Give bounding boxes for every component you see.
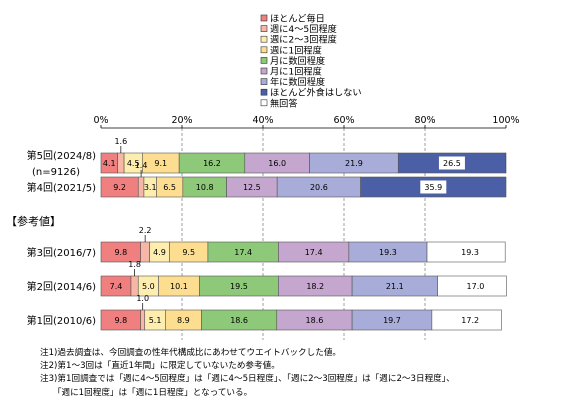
data-label-bg	[457, 313, 484, 327]
note-3: 注3)第1回調査では「週に4～5回程度」は「週に4～5日程度」、「週に2～3回程…	[40, 374, 455, 385]
legend-swatch	[260, 99, 268, 107]
data-label-bg	[462, 279, 489, 293]
data-label: 9.8	[114, 316, 127, 325]
data-label: 2.2	[139, 226, 152, 235]
bar-segment	[140, 309, 146, 331]
bar-segment	[130, 275, 139, 297]
data-label: 21.9	[345, 159, 363, 168]
data-label: 4.5	[127, 159, 140, 168]
data-label: 10.8	[196, 183, 214, 192]
legend-label: ほとんど毎日	[270, 13, 325, 25]
chart-rows: 第5回(2024/8) (n=9126) 4.1 1.6 4.5 9.1 16.2 16.0 2…	[27, 137, 507, 331]
notes: 注1)過去調査は、今回調査の性年代構成比にあわせてウエイトバックした値。 注2)…	[40, 347, 565, 400]
data-label: 17.0	[467, 282, 485, 291]
note-1: 注1)過去調査は、今回調査の性年代構成比にあわせてウエイトバックした値。	[40, 348, 342, 358]
data-label: 35.9	[424, 183, 442, 192]
legend-swatch	[260, 46, 268, 54]
row-sublabel: (n=9126)	[32, 167, 80, 178]
data-label: 19.3	[379, 248, 397, 257]
legend-label: 年に数回程度	[270, 76, 325, 88]
data-label: 21.1	[386, 282, 404, 291]
legend: ほとんど毎日週に4～5回程度週に2～3回程度週に1回程度月に数回程度月に1回程度…	[260, 13, 362, 109]
data-label: 18.6	[306, 316, 324, 325]
data-label: 7.4	[110, 282, 123, 291]
data-label: 16.0	[268, 159, 286, 168]
row-label: 第3回(2016/7)	[27, 246, 96, 259]
x-tick-label: 80%	[414, 115, 435, 126]
row-label: 第4回(2021/5)	[27, 181, 96, 194]
x-tick-label: 20%	[171, 115, 192, 126]
row-label: 第5回(2024/8)	[27, 149, 96, 162]
data-label: 5.0	[142, 282, 155, 291]
reference-group-label: 【参考値】	[6, 214, 61, 228]
data-label: 10.1	[170, 282, 188, 291]
legend-swatch	[260, 14, 268, 22]
data-label: 17.4	[234, 248, 252, 257]
note-3-cont: 「週に1回程度」は「週に1日程度」となっている。	[40, 387, 253, 398]
x-tick-label: 60%	[333, 115, 354, 126]
legend-label: 月に1回程度	[270, 66, 322, 78]
data-label: 20.6	[310, 183, 328, 192]
data-label: 6.5	[163, 183, 176, 192]
legend-swatch	[260, 57, 268, 64]
bar-segment	[140, 241, 150, 263]
legend-label: 無回答	[270, 97, 298, 109]
data-label: 18.2	[306, 282, 324, 291]
data-label: 9.1	[154, 159, 167, 168]
data-label: 19.5	[230, 282, 248, 291]
data-label: 4.9	[153, 248, 166, 257]
data-label: 17.4	[305, 248, 323, 257]
data-label-bg	[438, 156, 465, 170]
data-label: 17.2	[461, 316, 479, 325]
legend-swatch	[260, 25, 268, 32]
row-label: 第2回(2014/6)	[27, 280, 96, 293]
x-tick-label: 40%	[252, 115, 273, 126]
bar-segment	[117, 152, 125, 174]
data-label: 1.4	[135, 161, 148, 170]
data-label: 18.6	[230, 316, 248, 325]
data-label: 12.5	[243, 183, 261, 192]
data-label: 9.8	[114, 248, 127, 257]
legend-swatch	[260, 67, 268, 75]
legend-swatch	[260, 35, 268, 43]
data-label: 8.9	[177, 316, 190, 325]
data-label-bg	[457, 245, 484, 259]
legend-swatch	[260, 88, 268, 96]
data-label: 1.6	[114, 137, 127, 146]
x-tick-label: 0%	[93, 115, 108, 126]
data-label: 5.1	[149, 316, 162, 325]
legend-swatch	[260, 78, 268, 85]
data-label: 4.1	[103, 159, 116, 168]
stacked-bar-chart: ほとんど毎日週に4～5回程度週に2～3回程度週に1回程度月に数回程度月に1回程度…	[6, 13, 520, 340]
data-label-bg	[420, 180, 447, 194]
data-label: 26.5	[443, 159, 461, 168]
legend-label: 週に4～5回程度	[270, 23, 337, 35]
data-label: 9.5	[182, 248, 195, 257]
data-label: 3.1	[144, 183, 157, 192]
data-label: 19.3	[461, 248, 479, 257]
row-label: 第1回(2010/6)	[27, 314, 96, 327]
x-axis: 0% 20% 40% 60% 80% 100%	[93, 115, 520, 129]
data-label: 1.8	[128, 260, 141, 269]
legend-label: 週に2～3回程度	[270, 34, 337, 46]
data-label: 9.2	[113, 183, 126, 192]
data-label: 1.0	[136, 294, 149, 303]
data-label: 16.2	[203, 159, 221, 168]
x-tick-label: 100%	[492, 115, 519, 126]
legend-label: 週に1回程度	[270, 44, 322, 56]
legend-label: 月に数回程度	[270, 55, 325, 67]
data-label: 19.7	[383, 316, 401, 325]
note-2: 注2)第1～3回は「直近1年間」に限定していないため参考値。	[40, 361, 280, 372]
legend-label: ほとんど外食はしない	[270, 87, 362, 99]
